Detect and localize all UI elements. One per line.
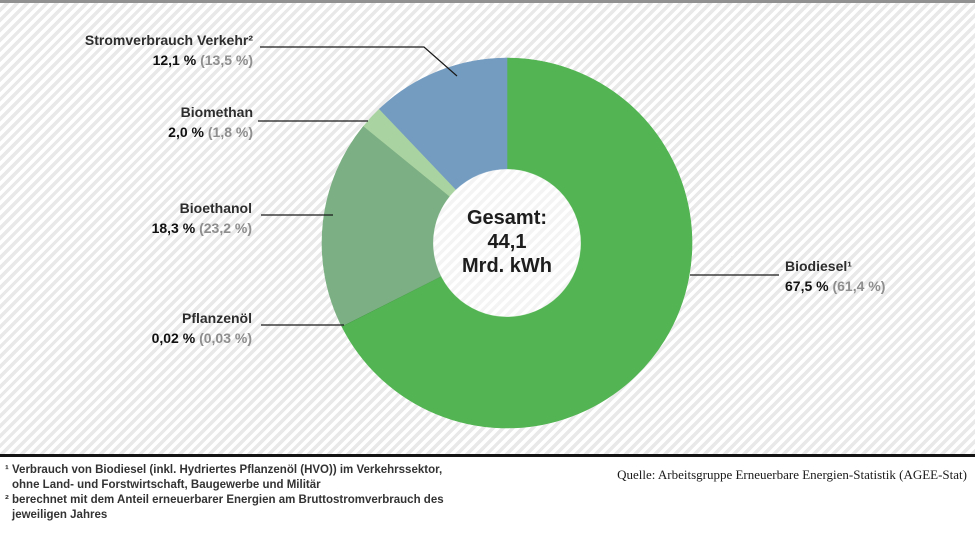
slice-label-value: 18,3 % <box>151 220 196 236</box>
slice-label-prev-value: (0,03 %) <box>199 330 252 346</box>
slice-label-prev-value: (1,8 %) <box>207 124 253 140</box>
slice-label-biomethan: Biomethan 2,0 % (1,8 %) <box>80 102 253 142</box>
slice-label-name: Pflanzenöl <box>181 310 252 326</box>
center-label-unit: Mrd. kWh <box>462 255 552 277</box>
slice-label-value: 2,0 % <box>168 124 204 140</box>
slice-label-value: 0,02 % <box>151 330 196 346</box>
source-credit: Quelle: Arbeitsgruppe Erneuerbare Energi… <box>617 467 967 482</box>
footnote-1-line-2: ohne Land- und Forstwirtschaft, Baugewer… <box>12 479 321 491</box>
donut-hole <box>433 169 581 317</box>
slice-label-prev-value: (13,5 %) <box>200 52 253 68</box>
footnote-2-line-2: jeweiligen Jahres <box>12 509 108 521</box>
slice-label-values: 12,1 % (13,5 %) <box>40 50 253 70</box>
slice-label-values: 0,02 % (0,03 %) <box>60 328 252 348</box>
slice-label-prev-value: (23,2 %) <box>199 220 252 236</box>
footnote-2-line-1: ² berechnet mit dem Anteil erneuerbarer … <box>5 494 444 506</box>
slice-label-biodiesel: Biodiesel¹ 67,5 % (61,4 %) <box>785 256 970 296</box>
donut-center-label: Gesamt: 44,1 Mrd. kWh <box>397 206 617 278</box>
slice-label-values: 18,3 % (23,2 %) <box>60 218 252 238</box>
slice-label-name: Stromverbrauch Verkehr² <box>84 32 253 48</box>
slice-label-value: 12,1 % <box>152 52 197 68</box>
leader-line-stromverbrauch <box>260 46 458 77</box>
slice-label-name: Bioethanol <box>179 200 252 216</box>
slice-label-prev-value: (61,4 %) <box>832 278 886 294</box>
slice-label-values: 67,5 % (61,4 %) <box>785 276 970 296</box>
slice-label-name: Biodiesel¹ <box>785 258 852 274</box>
slice-label-bioethanol: Bioethanol 18,3 % (23,2 %) <box>60 198 252 238</box>
chart-area: Stromverbrauch Verkehr² 12,1 % (13,5 %) … <box>0 0 975 454</box>
slice-label-value: 67,5 % <box>785 278 829 294</box>
donut-slices <box>321 57 693 429</box>
slice-label-pflanzenoel: Pflanzenöl 0,02 % (0,03 %) <box>60 308 252 348</box>
center-label-value: 44,1 <box>487 231 527 253</box>
slice-label-stromverbrauch: Stromverbrauch Verkehr² 12,1 % (13,5 %) <box>40 30 253 70</box>
footnote-1-line-1: ¹ Verbrauch von Biodiesel (inkl. Hydrier… <box>5 464 443 476</box>
slice-label-name: Biomethan <box>180 104 253 120</box>
slice-label-values: 2,0 % (1,8 %) <box>80 122 253 142</box>
footer: ¹ Verbrauch von Biodiesel (inkl. Hydrier… <box>0 454 975 541</box>
center-label-title: Gesamt: <box>466 207 548 229</box>
donut-chart-svg <box>258 46 779 429</box>
footnotes: ¹ Verbrauch von Biodiesel (inkl. Hydrier… <box>5 463 444 523</box>
